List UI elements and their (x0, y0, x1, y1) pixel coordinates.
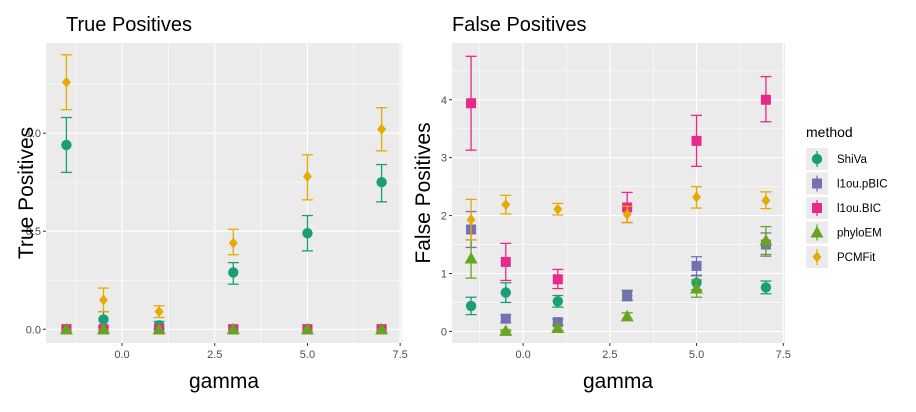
data-point (61, 76, 71, 88)
legend-label: ShiVa (837, 154, 867, 166)
y-tick-label: 0 (441, 326, 447, 338)
legend-label: l1ou.BIC (837, 203, 881, 215)
data-point (500, 256, 511, 267)
x-axis-title: gamma (583, 370, 653, 393)
data-point (501, 199, 511, 211)
data-point (154, 306, 164, 318)
data-point (377, 123, 387, 135)
data-point (465, 300, 477, 312)
data-point (499, 324, 513, 336)
x-tick-label: 7.5 (392, 349, 407, 361)
y-tick-label: 3 (441, 153, 447, 165)
data-point (466, 98, 477, 109)
legend-item-ShiVa: ShiVa (806, 148, 867, 170)
x-tick-label: 0.0 (515, 349, 530, 361)
legend-key-marker (812, 251, 822, 263)
series-PCMFit (465, 185, 772, 241)
data-point (59, 322, 73, 335)
series-phyloEM (464, 225, 773, 336)
data-point (691, 260, 702, 271)
x-tick-label: 7.5 (776, 349, 791, 361)
data-point (622, 290, 633, 301)
data-point (690, 282, 704, 294)
legend-label: l1ou.pBIC (837, 179, 888, 191)
data-point (760, 282, 772, 293)
data-point (300, 322, 314, 335)
y-axis-title: False Positives (412, 122, 435, 263)
series-ShiVa (60, 116, 388, 331)
data-point (152, 322, 166, 335)
y-axis-ticks: 0 1 2 3 4 (441, 95, 452, 338)
data-point (98, 294, 108, 306)
y-tick-label: 1.0 (26, 128, 41, 140)
x-tick-label: 5.0 (300, 349, 315, 361)
data-point (500, 287, 511, 298)
data-point (760, 94, 771, 105)
x-axis-title: gamma (189, 370, 259, 393)
data-point (466, 214, 476, 226)
data-point (622, 208, 632, 220)
y-tick-label: 2 (441, 211, 447, 223)
data-point (375, 322, 389, 335)
data-point (553, 203, 563, 215)
y-tick-label: 4 (441, 95, 447, 107)
data-point (96, 322, 110, 335)
data-point (500, 313, 511, 324)
data-point (551, 321, 565, 333)
series-PCMFit (60, 54, 388, 319)
data-point (228, 267, 239, 278)
data-point (302, 227, 313, 239)
x-tick-label: 0.0 (114, 349, 129, 361)
data-point (376, 177, 387, 188)
chart-title: True Positives (66, 14, 192, 36)
chart-title: False Positives (452, 14, 587, 36)
legend-key-marker (811, 153, 823, 165)
y-tick-label: 1 (441, 269, 447, 281)
legend-item-phyloEM: phyloEM (806, 221, 882, 244)
legend-key-marker (812, 178, 822, 189)
data-point (98, 314, 109, 325)
y-tick-label: 0.0 (26, 324, 41, 336)
legend-item-l1ou.BIC: l1ou.BIC (806, 197, 881, 219)
data-point (692, 191, 702, 203)
legend-item-PCMFit: PCMFit (806, 246, 876, 268)
legend-title: method (806, 124, 853, 140)
y-tick-label: 0.5 (26, 226, 41, 238)
data-point (61, 139, 72, 151)
legend-label: phyloEM (837, 228, 882, 240)
legend-label: PCMFit (837, 252, 876, 264)
x-tick-label: 2.5 (207, 349, 222, 361)
data-point (761, 195, 771, 207)
data-point (759, 233, 773, 246)
plot-panel (46, 43, 402, 343)
data-marks (464, 55, 773, 336)
data-point (228, 237, 238, 249)
x-axis-ticks: 0.0 2.5 5.0 7.5 (515, 343, 791, 361)
data-point (691, 135, 702, 146)
legend-key-marker (812, 203, 822, 213)
data-point (552, 274, 563, 285)
series-phyloEM (59, 322, 389, 335)
true-positives-chart: True Positives 0.0 0.5 1.0 0.0 2.5 5.0 7.5 ga… (15, 14, 408, 393)
y-axis-ticks: 0.0 0.5 1.0 (26, 128, 46, 336)
false-positives-chart: False Positives 0 1 2 3 4 0.0 2.5 5.0 7.5 gamma… (412, 14, 791, 393)
data-point (620, 309, 634, 322)
data-point (226, 322, 240, 335)
plot-panel (452, 43, 785, 343)
x-tick-label: 2.5 (602, 349, 617, 361)
legend-items: ShiVa l1ou.pBIC l1ou.BIC phyloEM PCMFit (806, 148, 888, 268)
legend-item-l1ou.pBIC: l1ou.pBIC (806, 172, 888, 195)
data-marks (59, 54, 389, 335)
data-point (464, 251, 478, 264)
x-axis-ticks: 0.0 2.5 5.0 7.5 (114, 343, 408, 361)
data-point (302, 170, 312, 182)
y-axis-title: True Positives (15, 127, 38, 259)
data-point (552, 296, 563, 307)
x-tick-label: 5.0 (689, 349, 704, 361)
legend-key-marker (810, 226, 824, 238)
legend: method ShiVa l1ou.pBIC l1ou.BIC phyloEM PCMF… (806, 124, 888, 268)
